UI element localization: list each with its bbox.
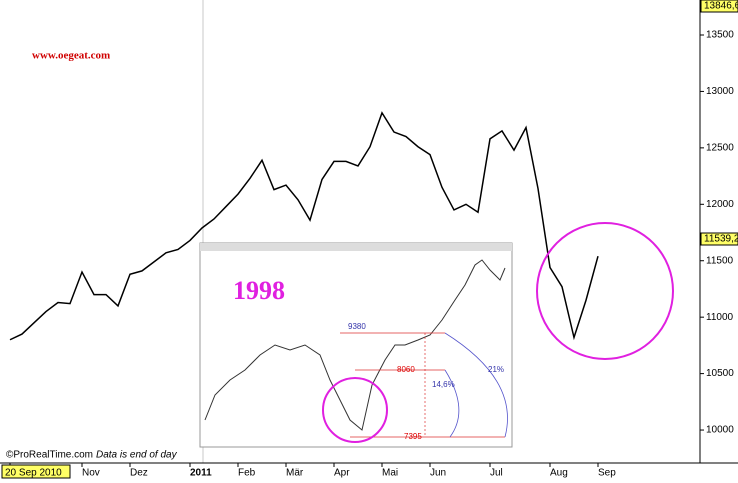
- inset-frame: [199, 242, 513, 448]
- x-start-box: [1, 464, 71, 479]
- inset-label: 14,6%: [432, 380, 455, 389]
- price-marker-box: [700, 232, 738, 246]
- price-marker-box: [700, 0, 738, 13]
- x-tick-label: Nov: [82, 468, 100, 479]
- y-tick-label: 13000: [706, 86, 734, 97]
- footer-note: Data is end of day: [96, 450, 178, 461]
- inset-highlight: [322, 377, 388, 443]
- x-tick-label: Apr: [334, 468, 350, 479]
- x-tick-label: Jun: [430, 468, 446, 479]
- inset-label: 21%: [488, 365, 504, 374]
- x-tick-label: Dez: [130, 468, 148, 479]
- inset-title: 1998: [233, 276, 285, 305]
- x-tick-label: Sep: [598, 468, 616, 479]
- inset-arc: [444, 332, 508, 438]
- inset: 1998 9380 8060 7395 14,6% 21%: [199, 242, 513, 448]
- x-tick-label: 2011: [190, 468, 212, 479]
- inset-arc: [444, 369, 460, 438]
- inset-line: [204, 259, 506, 431]
- inset-header: [200, 243, 512, 251]
- price-marker: 13846,6: [704, 1, 738, 12]
- y-tick-label: 11000: [706, 312, 734, 323]
- x-tick-label: Mär: [286, 468, 304, 479]
- inset-label: 9380: [348, 322, 366, 331]
- x-tick-label: Jul: [490, 468, 503, 479]
- x-tick-label: Mai: [382, 468, 398, 479]
- y-tick-label: 12000: [706, 199, 734, 210]
- y-tick-label: 12500: [706, 143, 734, 154]
- y-tick-label: 11500: [706, 255, 734, 266]
- inset-label: 8060: [397, 365, 415, 374]
- y-tick-label: 10000: [706, 425, 734, 436]
- x-tick-label: Feb: [238, 468, 256, 479]
- price-marker: 11539,2: [704, 234, 738, 245]
- y-tick-label: 10500: [706, 368, 734, 379]
- watermark: www.oegeat.com: [32, 50, 110, 62]
- inset-label: 7395: [404, 432, 422, 441]
- price-line: [9, 111, 599, 341]
- x-tick-label: Aug: [550, 468, 568, 479]
- y-tick-label: 13500: [706, 30, 734, 41]
- footer-source: ©ProRealTime.com: [6, 450, 93, 461]
- x-tick-label: 20 Sep 2010: [5, 468, 62, 479]
- highlight-circle: [536, 222, 674, 360]
